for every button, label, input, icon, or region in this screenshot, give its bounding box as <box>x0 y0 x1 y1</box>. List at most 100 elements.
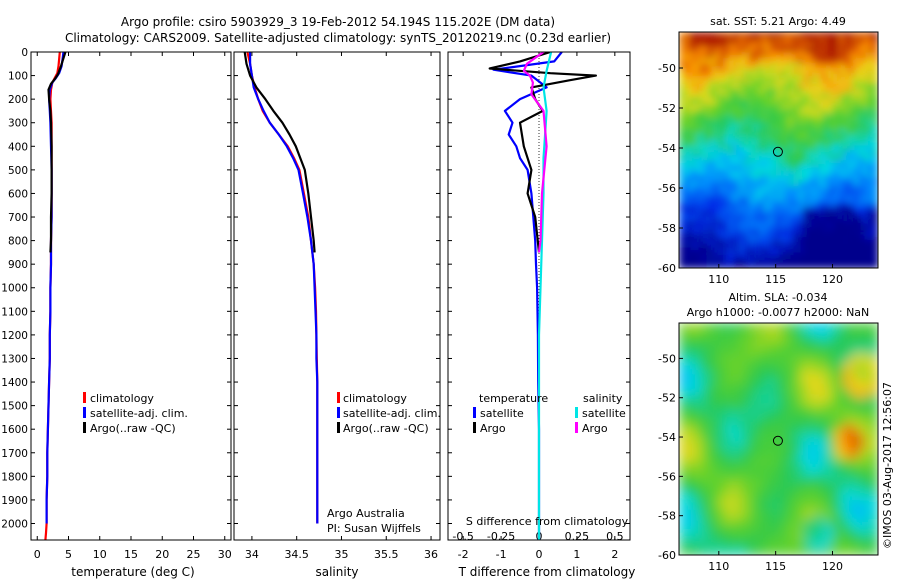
map-cell <box>813 408 819 415</box>
map-cell <box>728 78 735 84</box>
map-cell <box>748 221 755 228</box>
map-cell <box>823 469 829 475</box>
map-cell <box>689 449 695 455</box>
map-cell <box>693 165 700 172</box>
map-cell <box>703 62 710 69</box>
map-cell <box>813 434 819 440</box>
map-cell <box>718 160 725 166</box>
map-cell <box>689 338 695 344</box>
map-cell <box>863 134 869 141</box>
map-cell <box>843 88 849 95</box>
map-cell <box>773 129 780 136</box>
map-cell <box>708 52 715 59</box>
map-cell <box>788 499 795 506</box>
map-cell <box>773 191 780 197</box>
map-cell <box>689 262 695 268</box>
map-cell <box>693 144 700 151</box>
map-cell <box>758 454 765 460</box>
map-cell <box>783 247 790 254</box>
map-cell <box>793 83 799 89</box>
map-cell <box>798 418 804 425</box>
map-cell <box>833 514 839 521</box>
map-cell <box>783 509 790 516</box>
map-cell <box>718 449 725 455</box>
map-cell <box>788 32 795 38</box>
map-cell <box>723 534 730 541</box>
map-cell <box>748 144 755 151</box>
map-cell <box>818 98 824 105</box>
map-cell <box>773 83 780 89</box>
map-cell <box>858 221 864 228</box>
map-cell <box>773 398 780 405</box>
map-cell <box>679 98 685 105</box>
map-cell <box>703 378 710 385</box>
map-cell <box>703 103 710 110</box>
map-cell <box>833 509 839 516</box>
map-cell <box>778 160 785 166</box>
map-cell <box>758 388 765 395</box>
map-cell <box>818 544 824 551</box>
map-cell <box>733 103 740 110</box>
map-cell <box>798 201 804 207</box>
map-cell <box>838 227 844 233</box>
map-cell <box>868 206 874 213</box>
map-cell <box>793 78 799 84</box>
map-cell <box>778 464 785 470</box>
map-cell <box>833 93 839 100</box>
map-cell <box>808 454 814 460</box>
map-cell <box>783 534 790 541</box>
map-cell <box>708 252 715 259</box>
map-cell <box>738 459 745 465</box>
map-cell <box>743 323 750 329</box>
map-cell <box>868 155 874 161</box>
series-group <box>44 52 67 540</box>
map-cell <box>858 504 864 511</box>
map-cell <box>813 494 819 501</box>
map-cell <box>758 98 765 105</box>
map-cell <box>798 165 804 172</box>
map-cell <box>838 150 844 156</box>
argo-position-marker <box>772 435 783 446</box>
map-cell <box>798 373 804 379</box>
map-cell <box>748 504 755 511</box>
map-cell <box>873 403 878 410</box>
map-cell <box>748 37 755 43</box>
map-cell <box>833 52 839 59</box>
map-cell <box>698 114 705 120</box>
map-cell <box>743 459 750 465</box>
map-cell <box>743 237 750 243</box>
map-cell <box>873 353 878 359</box>
map-cell <box>748 388 755 395</box>
map-cell <box>828 175 834 182</box>
map-cell <box>738 534 745 541</box>
map-cell <box>733 109 740 115</box>
map-cell <box>773 449 780 455</box>
map-cell <box>679 454 685 460</box>
sla-map-subtitle: Argo h1000: -0.0077 h2000: NaN <box>687 306 870 319</box>
map-cell <box>818 550 824 555</box>
map-cell <box>858 519 864 526</box>
map-cell <box>679 32 685 38</box>
map-cell <box>803 62 809 69</box>
map-cell <box>808 93 814 100</box>
map-cell <box>728 191 735 197</box>
map-cell <box>773 98 780 105</box>
map-cell <box>868 93 874 100</box>
map-cell <box>763 534 770 541</box>
map-cell <box>868 353 874 359</box>
map-cell <box>743 247 750 254</box>
map-cell <box>853 343 859 349</box>
map-cell <box>848 333 854 339</box>
map-cell <box>713 247 720 254</box>
map-cell <box>679 423 685 430</box>
map-cell <box>713 150 720 156</box>
map-cell <box>793 439 799 445</box>
map-cell <box>708 227 715 233</box>
map-cell <box>783 489 790 495</box>
map-cell <box>793 509 799 516</box>
map-cell <box>803 114 809 120</box>
map-cell <box>848 144 854 151</box>
map-cell <box>798 37 804 43</box>
series-group <box>243 52 319 524</box>
map-cell <box>868 150 874 156</box>
